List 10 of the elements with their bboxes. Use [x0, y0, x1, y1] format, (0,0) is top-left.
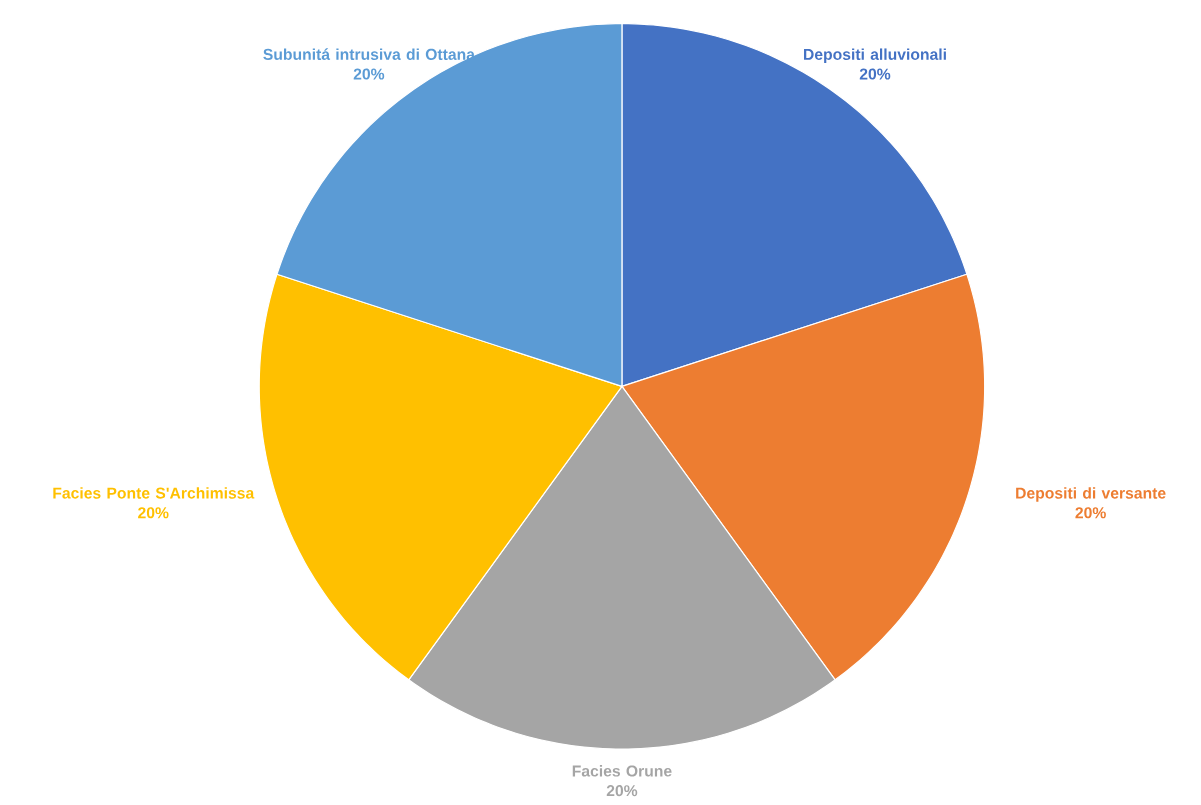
data-label: 20%: [138, 507, 169, 519]
slice-label: Depositi di versante: [1016, 487, 1166, 502]
slice-label: Subunitá intrusiva di Ottana: [263, 48, 476, 60]
data-label: 20%: [1075, 507, 1106, 519]
slice-label: Facies Ponte S'Archimissa: [53, 487, 255, 499]
data-label: 20%: [859, 68, 891, 80]
slice-label: Depositi alluvionali: [804, 48, 946, 63]
data-label: 20%: [606, 784, 638, 797]
slice-label: Facies Orune: [572, 764, 672, 777]
data-label: 20%: [353, 68, 385, 80]
